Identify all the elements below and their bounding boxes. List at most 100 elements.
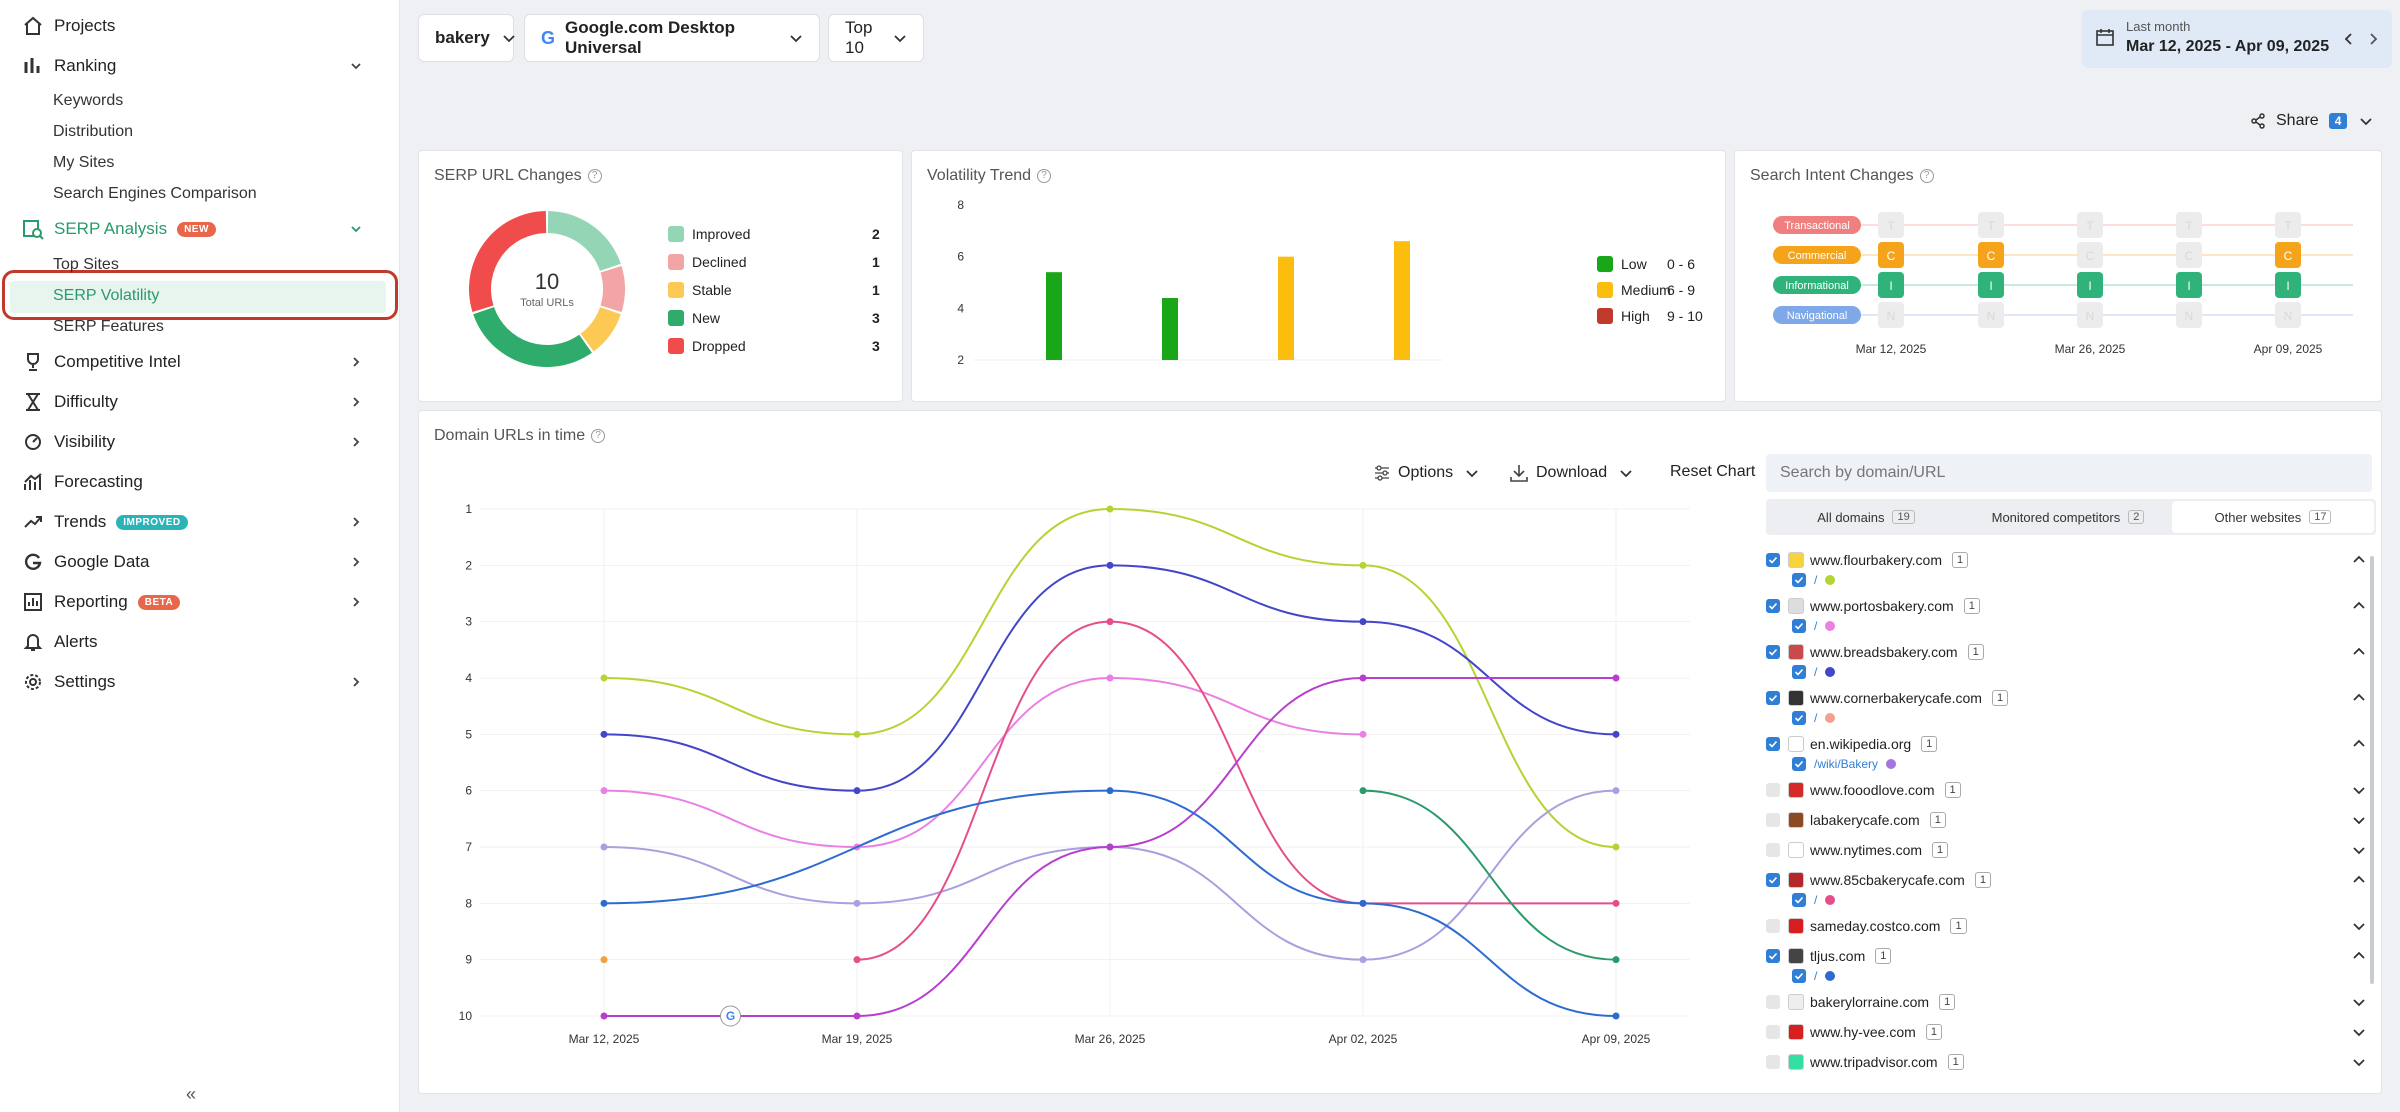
top-results-dropdown[interactable]: Top 10 [828,14,924,62]
url-path[interactable]: / [1814,969,1818,983]
chevron-up-icon[interactable] [2352,691,2366,705]
url-row[interactable]: / [1792,663,1836,681]
options-button[interactable]: Options [1374,462,1479,484]
date-range-picker[interactable]: Last month Mar 12, 2025 - Apr 09, 2025 [2082,10,2392,68]
url-row[interactable]: / [1792,617,1836,635]
chevron-up-icon[interactable] [2352,949,2366,963]
url-path[interactable]: /wiki/Bakery [1814,757,1879,771]
url-row[interactable]: / [1792,967,1836,985]
domain-row[interactable]: www.breadsbakery.com 1 [1766,641,2370,663]
tab-monitored-competitors[interactable]: Monitored competitors 2 [1966,501,2170,533]
domain-row[interactable]: sameday.costco.com 1 [1766,915,2370,937]
url-path[interactable]: / [1814,665,1818,679]
keyword-dropdown[interactable]: bakery [418,14,515,62]
chevron-up-icon[interactable] [2352,599,2366,613]
domain-checkbox[interactable] [1766,783,1780,797]
domain-checkbox[interactable] [1766,995,1780,1009]
domain-row[interactable]: www.nytimes.com 1 [1766,839,2370,861]
chevron-up-icon[interactable] [2352,553,2366,567]
domain-checkbox[interactable] [1766,813,1780,827]
nav-reporting[interactable]: Reporting BETA [22,584,377,620]
domain-checkbox[interactable] [1766,691,1780,705]
domain-row[interactable]: www.hy-vee.com 1 [1766,1021,2370,1043]
domain-checkbox[interactable] [1766,599,1780,613]
url-path[interactable]: / [1814,893,1818,907]
domain-row[interactable]: tljus.com 1 [1766,945,2370,967]
nav-trends[interactable]: Trends IMPROVED [22,504,377,540]
nav-difficulty[interactable]: Difficulty [22,384,377,420]
collapse-sidebar-button[interactable]: « [186,1084,197,1104]
help-icon[interactable]: ? [1037,169,1052,183]
chevron-left-icon[interactable] [2342,32,2356,46]
url-checkbox[interactable] [1792,619,1806,633]
domain-list-scrollbar[interactable] [2370,556,2374,984]
chevron-down-icon[interactable] [2352,919,2366,933]
chevron-down-icon[interactable] [2352,1055,2366,1069]
nav-competitive-intel[interactable]: Competitive Intel [22,344,377,380]
domain-checkbox[interactable] [1766,949,1780,963]
domain-row[interactable]: www.portosbakery.com 1 [1766,595,2370,617]
url-row[interactable]: / [1792,891,1836,909]
nav-projects[interactable]: Projects [22,8,377,44]
domain-checkbox[interactable] [1766,737,1780,751]
nav-ranking[interactable]: Ranking [22,48,377,84]
sidebar-item-serp-volatility[interactable]: SERP Volatility [53,287,160,304]
domain-row[interactable]: www.tripadvisor.com 1 [1766,1051,2370,1073]
tab-other-websites[interactable]: Other websites 17 [2172,501,2374,533]
reset-chart-button[interactable]: Reset Chart [1670,463,1756,480]
url-checkbox[interactable] [1792,893,1806,907]
chevron-down-icon[interactable] [2352,995,2366,1009]
help-icon[interactable]: ? [1919,169,1934,183]
domain-row[interactable]: labakerycafe.com 1 [1766,809,2370,831]
nav-serp-analysis[interactable]: SERP Analysis NEW [22,211,377,247]
chevron-up-icon[interactable] [2352,645,2366,659]
chevron-down-icon[interactable] [2352,813,2366,827]
chevron-down-icon[interactable] [2352,1025,2366,1039]
nav-visibility[interactable]: Visibility [22,424,377,460]
chevron-up-icon[interactable] [2352,737,2366,751]
domain-checkbox[interactable] [1766,843,1780,857]
url-checkbox[interactable] [1792,665,1806,679]
tab-all-domains[interactable]: All domains 19 [1768,501,1964,533]
domain-row[interactable]: www.flourbakery.com 1 [1766,549,2370,571]
domain-row[interactable]: bakerylorraine.com 1 [1766,991,2370,1013]
chevron-right-icon[interactable] [2366,32,2380,46]
url-path[interactable]: / [1814,573,1818,587]
sidebar-item-top-sites[interactable]: Top Sites [53,256,119,273]
url-checkbox[interactable] [1792,757,1806,771]
sidebar-item-my-sites[interactable]: My Sites [53,154,115,171]
nav-settings[interactable]: Settings [22,664,377,700]
url-checkbox[interactable] [1792,573,1806,587]
nav-alerts[interactable]: Alerts [22,624,377,660]
help-icon[interactable]: ? [587,169,602,183]
domain-row[interactable]: www.85cbakerycafe.com 1 [1766,869,2370,891]
chevron-up-icon[interactable] [2352,873,2366,887]
domain-search-input[interactable] [1766,454,2372,492]
sidebar-item-keywords[interactable]: Keywords [53,92,124,109]
share-button[interactable]: Share 4 [2250,110,2373,132]
domain-row[interactable]: www.fooodlove.com 1 [1766,779,2370,801]
url-row[interactable]: /wiki/Bakery [1792,755,1897,773]
url-checkbox[interactable] [1792,711,1806,725]
sidebar-item-distribution[interactable]: Distribution [53,123,134,140]
nav-forecasting[interactable]: Forecasting [22,464,377,500]
chevron-down-icon[interactable] [2352,783,2366,797]
chevron-down-icon[interactable] [2352,843,2366,857]
sidebar-item-search-engines-comparison[interactable]: Search Engines Comparison [53,185,257,202]
domain-checkbox[interactable] [1766,919,1780,933]
domain-row[interactable]: www.cornerbakerycafe.com 1 [1766,687,2370,709]
help-icon[interactable]: ? [591,429,606,443]
domain-row[interactable]: en.wikipedia.org 1 [1766,733,2370,755]
domain-checkbox[interactable] [1766,1025,1780,1039]
url-row[interactable]: / [1792,709,1836,727]
url-path[interactable]: / [1814,711,1818,725]
nav-google-data[interactable]: Google Data [22,544,377,580]
domain-checkbox[interactable] [1766,1055,1780,1069]
url-path[interactable]: / [1814,619,1818,633]
url-row[interactable]: / [1792,571,1836,589]
domain-checkbox[interactable] [1766,553,1780,567]
search-engine-dropdown[interactable]: G Google.com Desktop Universal [524,14,820,62]
domain-checkbox[interactable] [1766,873,1780,887]
domain-checkbox[interactable] [1766,645,1780,659]
download-button[interactable]: Download [1510,462,1633,484]
